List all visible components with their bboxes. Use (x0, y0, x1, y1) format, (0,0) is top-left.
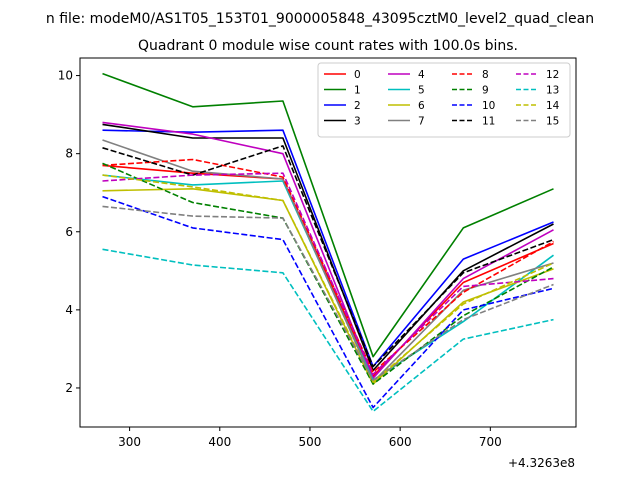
y-tick-label: 2 (65, 381, 73, 395)
x-tick-label: 700 (479, 435, 502, 449)
series-line-9 (102, 162, 554, 385)
y-tick-label: 4 (65, 303, 73, 317)
x-tick-label: 300 (118, 435, 141, 449)
legend-label-0: 0 (354, 69, 361, 81)
x-tick-label: 400 (208, 435, 231, 449)
legend-box (317, 62, 571, 138)
legend-label-7: 7 (418, 116, 425, 128)
legend-label-6: 6 (418, 100, 425, 112)
series-line-7 (102, 139, 554, 383)
legend-label-14: 14 (546, 100, 560, 112)
series-line-1 (102, 72, 554, 358)
x-tick-label: 500 (299, 435, 322, 449)
legend-label-12: 12 (546, 69, 559, 81)
x-axis-offset-label: +4.3263e8 (508, 456, 575, 470)
legend-label-5: 5 (418, 85, 425, 97)
series-line-2 (102, 129, 554, 368)
figure-suptitle: n file: modeM0/AS1T05_153T01_9000005848_… (46, 11, 594, 27)
y-axis: 2 4 6 8 10 (58, 69, 80, 395)
legend-label-1: 1 (354, 85, 361, 97)
legend-label-9: 9 (482, 85, 489, 97)
series-line-14 (102, 174, 554, 383)
y-tick-label: 10 (58, 69, 73, 83)
y-tick-label: 8 (65, 147, 73, 161)
legend-label-3: 3 (354, 116, 361, 128)
x-axis: 300 400 500 600 700 (118, 427, 502, 449)
y-tick-label: 6 (65, 225, 73, 239)
legend-label-4: 4 (418, 69, 425, 81)
series-line-12 (102, 172, 554, 376)
series-line-4 (102, 121, 554, 380)
series-line-15 (102, 205, 554, 381)
series-line-0 (102, 164, 554, 378)
legend-label-11: 11 (482, 116, 495, 128)
series-line-10 (102, 195, 554, 409)
series-line-13 (102, 248, 554, 413)
legend-label-2: 2 (354, 100, 361, 112)
legend-label-15: 15 (546, 116, 559, 128)
legend-label-13: 13 (546, 85, 559, 97)
legend-label-10: 10 (482, 100, 495, 112)
series-line-11 (102, 145, 554, 368)
legend-label-8: 8 (482, 69, 489, 81)
x-tick-label: 600 (389, 435, 412, 449)
chart-title: Quadrant 0 module wise count rates with … (138, 38, 518, 54)
plot-frame (79, 57, 577, 428)
series-layer (102, 72, 554, 413)
